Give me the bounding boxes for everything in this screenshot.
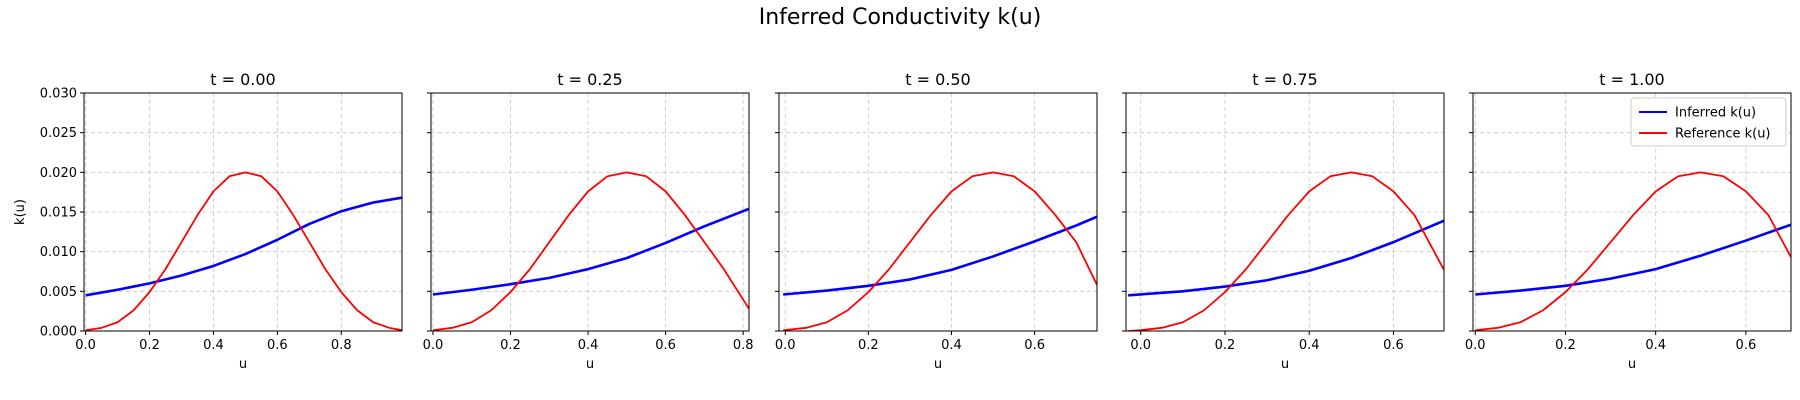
panel-5: 0.0 0.2 0.4 0.6 t = 1.00 u Inferred k(u) Refere… [1465, 70, 1792, 372]
reference-line [1128, 171, 1444, 331]
legend-label-inferred: Inferred k(u) [1675, 106, 1756, 121]
x-tick-label: 0.8 [733, 338, 754, 353]
x-tick-label: 0.4 [1299, 338, 1320, 353]
x-axis-label: u [1281, 357, 1289, 372]
x-axis-label: u [934, 357, 942, 372]
panel-title: t = 0.25 [557, 70, 622, 89]
plot-frame [1125, 92, 1445, 332]
reference-line [432, 171, 749, 331]
x-tick-label: 0.4 [941, 338, 962, 353]
x-tick-label: 0.4 [1645, 338, 1666, 353]
x-axis-label: u [239, 357, 247, 372]
x-tick-label: 0.8 [331, 338, 352, 353]
x-tick-label: 0.4 [578, 338, 599, 353]
reference-line [85, 171, 402, 331]
y-tick-label: 0.005 [40, 285, 77, 300]
x-tick-label: 0.4 [203, 338, 224, 353]
y-tick-label: 0.015 [40, 206, 77, 221]
x-tick-label: 0.6 [655, 338, 676, 353]
y-axis-label: k(u) [13, 199, 28, 225]
legend-box [1630, 97, 1787, 147]
x-tick-label: 0.6 [267, 338, 288, 353]
panel-1: 0.000 0.005 0.010 0.015 0.020 0.025 0.030 0.0 0.… [13, 70, 403, 372]
x-tick-label: 0.2 [858, 338, 879, 353]
panel-title: t = 0.50 [905, 70, 970, 89]
inferred-line [432, 207, 749, 296]
y-tick-label: 0.020 [40, 166, 77, 181]
plot-frame [778, 92, 1098, 332]
panel-2: 0.0 0.2 0.4 0.6 0.8 t = 0.25 u [423, 70, 754, 372]
reference-line [783, 171, 1097, 331]
y-tick-label: 0.025 [40, 126, 77, 141]
panel-3: 0.0 0.2 0.4 0.6 t = 0.50 u [775, 70, 1098, 372]
plot-frame [430, 92, 750, 332]
reference-line [1475, 171, 1791, 331]
inferred-line [783, 215, 1097, 296]
y-tick-label: 0.000 [40, 325, 77, 340]
figure-title: Inferred Conductivity k(u) [759, 5, 1042, 30]
panel-title: t = 0.00 [210, 70, 275, 89]
inferred-line [1475, 223, 1791, 296]
panel-title: t = 0.75 [1252, 70, 1317, 89]
x-tick-label: 0.2 [500, 338, 521, 353]
x-tick-label: 0.0 [423, 338, 444, 353]
x-tick-label: 0.2 [1215, 338, 1236, 353]
inferred-line [1128, 219, 1444, 297]
x-tick-label: 0.0 [75, 338, 96, 353]
plot-frame [1472, 92, 1792, 332]
x-tick-label: 0.0 [775, 338, 796, 353]
x-tick-label: 0.6 [1024, 338, 1045, 353]
legend-label-reference: Reference k(u) [1675, 127, 1771, 142]
x-tick-label: 0.2 [1555, 338, 1576, 353]
plot-frame [83, 92, 403, 332]
x-axis-label: u [1628, 357, 1636, 372]
inferred-line [85, 196, 402, 297]
panel-4: 0.0 0.2 0.4 0.6 t = 0.75 u [1122, 70, 1445, 372]
y-tick-label: 0.030 [40, 87, 77, 102]
x-tick-label: 0.6 [1736, 338, 1757, 353]
panel-title: t = 1.00 [1599, 70, 1664, 89]
x-tick-label: 0.2 [139, 338, 160, 353]
x-tick-label: 0.0 [1130, 338, 1151, 353]
x-tick-label: 0.6 [1383, 338, 1404, 353]
x-tick-label: 0.0 [1465, 338, 1486, 353]
y-tick-label: 0.010 [40, 245, 77, 260]
x-axis-label: u [586, 357, 594, 372]
